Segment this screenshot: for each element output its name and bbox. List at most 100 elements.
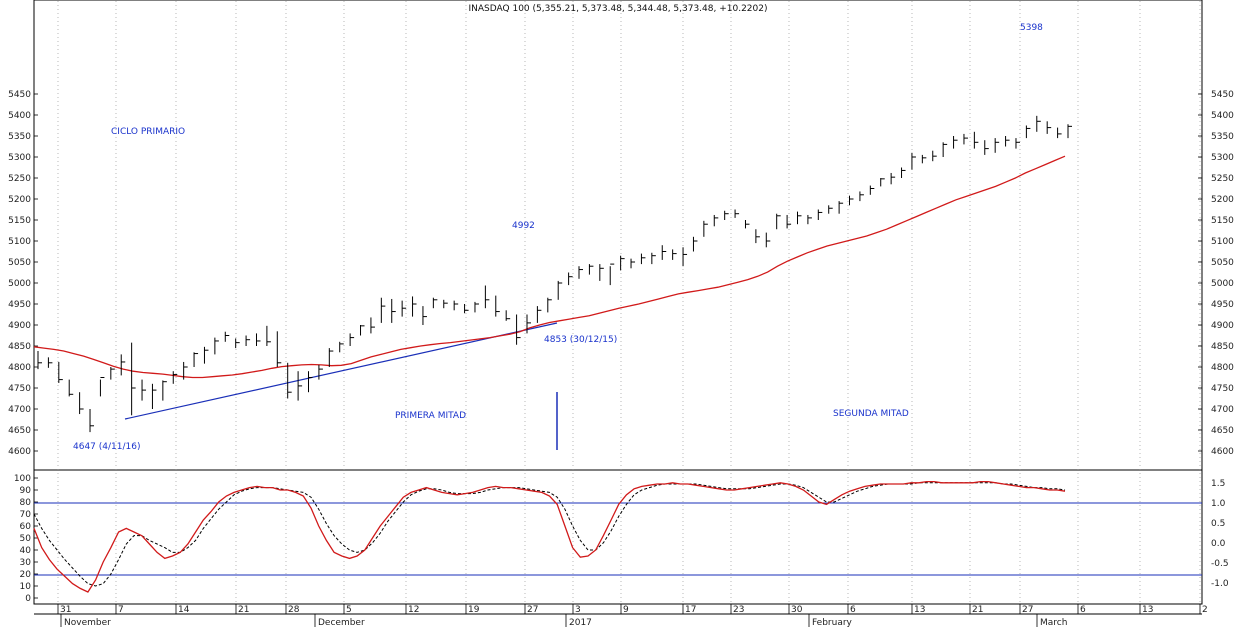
x-tick-label: 13 [1142,605,1153,615]
osc-tick-label-right: 1.0 [1211,499,1226,509]
month-label: 2017 [569,618,592,627]
y-tick-label-right: 5400 [1211,111,1234,121]
osc-tick-label: 30 [20,558,32,568]
y-tick-label: 4750 [8,384,31,394]
y-tick-label-right: 4900 [1211,321,1234,331]
y-tick-label: 4600 [8,447,31,457]
osc-tick-label: 60 [20,522,32,532]
x-tick-label: 19 [468,605,480,615]
osc-tick-label-right: 0.5 [1211,519,1225,529]
y-tick-label: 5150 [8,216,31,226]
y-tick-label: 5350 [8,132,31,142]
x-tick-label: 23 [733,605,744,615]
osc-tick-label: 80 [20,498,32,508]
osc-tick-label: 100 [14,474,31,484]
oscillator-signal-line [33,482,1066,587]
y-tick-label-right: 4700 [1211,405,1234,415]
osc-tick-label: 90 [20,486,32,496]
osc-tick-label-right: 0.0 [1211,539,1226,549]
y-tick-label-right: 4800 [1211,363,1234,373]
y-tick-label: 5200 [8,195,31,205]
osc-tick-label: 0 [25,594,31,604]
month-label: December [318,618,365,627]
annotation-4992: 4992 [512,221,535,231]
x-tick-label: 17 [685,605,696,615]
annotation-segunda-mitad: SEGUNDA MITAD [833,409,909,419]
price-y-axis: 4600 4600 4650 4650 4700 4700 4750 4750 4800 4800… [8,90,1234,457]
vertical-grid [57,1,1201,604]
y-tick-label: 4800 [8,363,31,373]
x-tick-label: 21 [238,605,249,615]
x-tick-label: 2 [1202,605,1208,615]
y-tick-label-right: 5150 [1211,216,1234,226]
y-tick-label-right: 5100 [1211,237,1234,247]
y-tick-label-right: 5000 [1211,279,1234,289]
y-tick-label-right: 4750 [1211,384,1234,394]
osc-tick-label: 70 [20,510,32,520]
x-tick-label: 14 [178,605,190,615]
oscillator-main-line [33,480,1066,593]
trend-line [124,322,558,420]
y-tick-label-right: 5050 [1211,258,1234,268]
y-tick-label: 5450 [8,90,31,100]
x-tick-label: 3 [575,605,581,615]
annotation-primera-mitad: PRIMERA MITAD [395,411,466,421]
x-tick-label: 27 [1022,605,1033,615]
y-tick-label-right: 5250 [1211,174,1234,184]
x-tick-label: 6 [850,605,856,615]
y-tick-label: 4650 [8,426,31,436]
x-tick-label: 5 [346,605,352,615]
y-tick-label: 4950 [8,300,31,310]
y-tick-label-right: 5200 [1211,195,1234,205]
osc-tick-label: 50 [20,534,32,544]
y-tick-label: 5050 [8,258,31,268]
y-tick-label: 5300 [8,153,31,163]
osc-tick-label-right: 1.5 [1211,479,1225,489]
annotation-4647: 4647 (4/11/16) [73,442,140,452]
osc-tick-label-right: -0.5 [1211,559,1229,569]
osc-tick-label-right: -1.0 [1211,579,1229,589]
month-label: March [1040,618,1067,627]
y-tick-label-right: 5450 [1211,90,1234,100]
annotation-5398: 5398 [1020,23,1043,33]
annotation-4853: 4853 (30/12/15) [544,335,617,345]
annotation-ciclo-primario: CICLO PRIMARIO [111,127,185,137]
osc-tick-label: 10 [20,582,32,592]
y-tick-label: 4700 [8,405,31,415]
y-tick-label-right: 5350 [1211,132,1234,142]
x-tick-label: 7 [118,605,124,615]
x-tick-label: 21 [972,605,983,615]
moving-average-line [33,155,1066,379]
y-tick-label: 5100 [8,237,31,247]
x-tick-label: 31 [60,605,71,615]
y-tick-label-right: 5300 [1211,153,1234,163]
osc-tick-label: 40 [20,546,32,556]
y-tick-label: 4850 [8,342,31,352]
y-tick-label: 4900 [8,321,31,331]
oscillator-y-axis: 0 10 20 30 40 50 60 70 80 90 100 1.5 1.0 0.5 0.0 -0.5 -1… [14,474,1229,604]
y-tick-label: 5250 [8,174,31,184]
x-tick-label: 27 [527,605,538,615]
date-x-axis: 31 7 14 21 28 5 12 19 27 3 9 17 23 30 6 13 21 27 6 13 2 [57,604,1208,615]
x-tick-label: 30 [791,605,803,615]
osc-tick-label: 20 [20,570,32,580]
chart-title: INASDAQ 100 (5,355.21, 5,373.48, 5,344.4… [469,4,768,14]
x-tick-label: 12 [408,605,419,615]
month-labels: November December 2017 February March [60,614,1067,627]
x-tick-label: 13 [914,605,925,615]
x-tick-label: 6 [1080,605,1086,615]
y-tick-label-right: 4600 [1211,447,1234,457]
ohlc-bars [37,115,1072,433]
month-label: November [64,618,111,627]
price-panel-frame [33,0,1203,471]
y-tick-label-right: 4850 [1211,342,1234,352]
y-tick-label: 5000 [8,279,31,289]
x-tick-label: 28 [288,605,300,615]
oscillator-panel-frame [33,469,1203,605]
y-tick-label: 5400 [8,111,31,121]
y-tick-label-right: 4650 [1211,426,1234,436]
month-label: February [812,618,853,627]
y-tick-label-right: 4950 [1211,300,1234,310]
x-tick-label: 9 [623,605,629,615]
